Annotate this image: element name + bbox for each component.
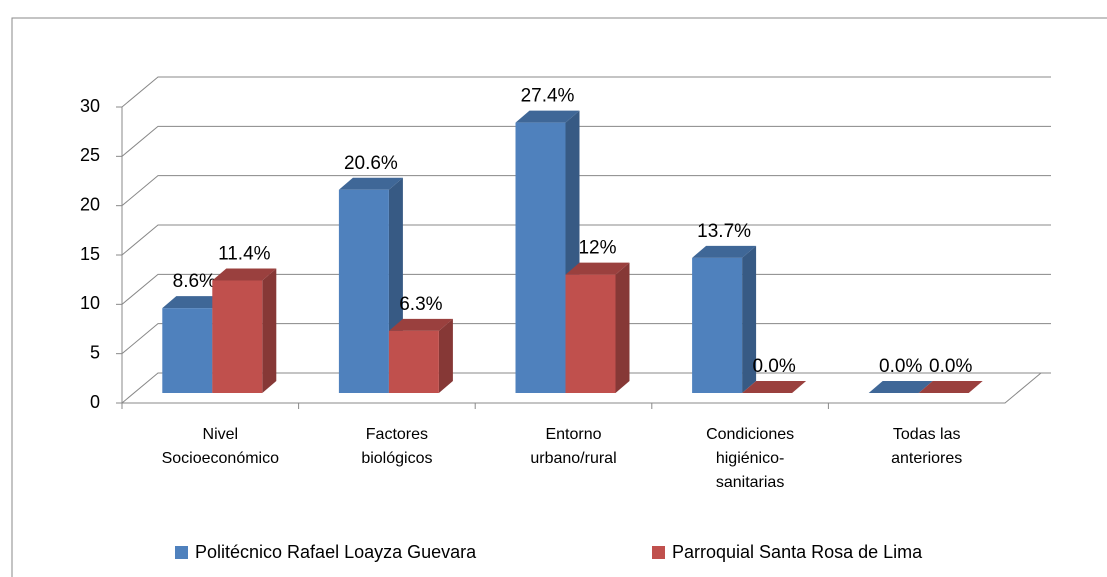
- x-tick-label: Socioeconómico: [162, 450, 280, 467]
- bar-top: [338, 177, 403, 190]
- value-label: 13.7%: [697, 221, 751, 242]
- bar: [388, 318, 453, 393]
- value-label: 6.3%: [399, 294, 442, 315]
- y-tick-label: 30: [80, 96, 100, 116]
- bar-top: [162, 296, 227, 309]
- x-tick-label: Todas las: [893, 426, 961, 443]
- grid-line: [121, 125, 1051, 157]
- bar: [212, 268, 277, 393]
- floor: [122, 372, 1042, 404]
- x-tick-label: sanitarias: [716, 474, 784, 491]
- bar-front: [515, 122, 566, 394]
- grid-line: [121, 175, 1051, 207]
- chart-border: [11, 17, 1107, 577]
- bar-top: [742, 381, 807, 393]
- y-tick-label: 5: [90, 342, 100, 362]
- bar-side: [615, 262, 630, 393]
- bar-top: [868, 381, 933, 393]
- bar-front: [162, 308, 213, 393]
- bar-top: [918, 381, 983, 393]
- value-label: 0.0%: [752, 356, 795, 377]
- bar: [742, 381, 807, 393]
- value-label: 0.0%: [879, 356, 922, 377]
- y-tick-label: 15: [80, 244, 100, 264]
- bar-front: [212, 280, 263, 393]
- legend-swatch: [175, 546, 188, 559]
- bar: [918, 381, 983, 393]
- value-label: 27.4%: [521, 86, 575, 107]
- bar-front: [338, 189, 389, 393]
- grid-line: [121, 224, 1051, 256]
- bar-front: [692, 257, 743, 393]
- x-tick-label: higiénico-: [716, 450, 784, 467]
- y-tick-label: 20: [80, 194, 100, 214]
- x-tick-label: Factores: [366, 426, 428, 443]
- bar-top: [212, 268, 277, 281]
- bar: [692, 245, 757, 393]
- grid-line: [121, 76, 1051, 108]
- value-label: 20.6%: [344, 153, 398, 174]
- bar: [565, 262, 630, 393]
- x-tick-label: Entorno: [545, 426, 601, 443]
- x-tick-label: Condiciones: [706, 426, 794, 443]
- y-tick-label: 10: [80, 293, 100, 313]
- value-label: 12%: [578, 238, 616, 259]
- value-label: 0.0%: [929, 356, 972, 377]
- legend-swatch: [652, 546, 665, 559]
- bar-top: [565, 262, 630, 275]
- y-tick-label: 25: [80, 145, 100, 165]
- bar: [868, 381, 933, 393]
- y-tick-label: 0: [90, 392, 100, 412]
- bar-top: [692, 245, 757, 258]
- value-label: 8.6%: [173, 271, 216, 292]
- bar-front: [565, 274, 616, 393]
- legend-label: Politécnico Rafael Loayza Guevara: [195, 542, 477, 562]
- value-label: 11.4%: [218, 244, 271, 265]
- bar-top: [388, 318, 453, 331]
- legend-label: Parroquial Santa Rosa de Lima: [672, 542, 923, 562]
- bar-side: [438, 318, 453, 393]
- bar-top: [515, 110, 580, 123]
- bar-front: [388, 330, 439, 393]
- bar-side: [742, 245, 757, 393]
- bar-side: [262, 268, 277, 393]
- x-tick-label: urbano/rural: [530, 450, 616, 467]
- x-tick-label: anteriores: [891, 450, 962, 467]
- x-tick-label: biológicos: [361, 450, 432, 467]
- x-tick-label: Nivel: [203, 426, 239, 443]
